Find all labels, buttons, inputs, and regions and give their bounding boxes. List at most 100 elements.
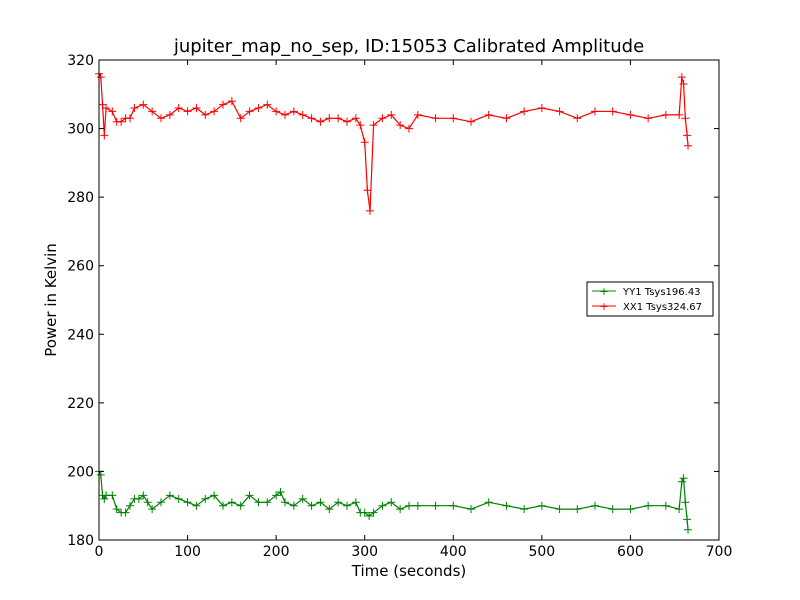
data-point-1 xyxy=(236,114,245,123)
y-tick-label: 240 xyxy=(67,327,94,343)
data-point-1 xyxy=(102,104,111,112)
data-point-1 xyxy=(334,114,343,123)
data-point-1 xyxy=(405,124,413,133)
data-point-0 xyxy=(236,501,245,510)
data-point-1 xyxy=(126,114,134,123)
data-point-1 xyxy=(117,117,126,126)
x-axis-label: Time (seconds) xyxy=(351,562,467,580)
data-point-0 xyxy=(661,501,670,510)
data-point-1 xyxy=(263,100,272,109)
data-point-1 xyxy=(675,110,684,119)
x-tick-label: 100 xyxy=(174,544,201,560)
data-point-0 xyxy=(467,505,475,514)
data-point-1 xyxy=(307,114,316,123)
data-point-1 xyxy=(192,104,201,112)
y-tick-label: 300 xyxy=(67,122,94,138)
data-point-1 xyxy=(661,110,670,119)
data-point-0 xyxy=(245,491,254,500)
y-axis-label: Power in Kelvin xyxy=(42,243,60,357)
series-line-1 xyxy=(98,73,689,212)
data-point-0 xyxy=(96,470,105,479)
data-point-1 xyxy=(210,107,219,116)
data-point-0 xyxy=(405,501,413,510)
data-point-0 xyxy=(378,501,387,510)
data-point-0 xyxy=(334,498,343,507)
y-tick-label: 220 xyxy=(67,396,94,412)
x-tick-label: 0 xyxy=(95,544,104,560)
data-point-0 xyxy=(387,498,396,507)
data-point-1 xyxy=(502,114,511,123)
data-point-1 xyxy=(591,107,599,116)
legend-marker-xx1: + xyxy=(599,300,608,313)
data-point-1 xyxy=(644,114,653,123)
data-point-1 xyxy=(96,73,105,82)
plot-frame xyxy=(98,59,720,541)
data-point-1 xyxy=(360,138,369,147)
data-point-0 xyxy=(413,501,422,510)
data-point-0 xyxy=(201,494,210,503)
data-point-1 xyxy=(316,117,325,126)
data-point-1 xyxy=(108,107,117,116)
data-point-1 xyxy=(413,110,422,119)
data-point-1 xyxy=(98,100,107,109)
data-point-0 xyxy=(677,477,686,486)
legend-label-yy1: YY1 Tsys196.43 xyxy=(622,287,701,298)
data-point-0 xyxy=(449,501,458,510)
data-point-1 xyxy=(325,114,334,123)
data-point-1 xyxy=(520,107,529,116)
data-point-0 xyxy=(555,505,564,514)
data-point-0 xyxy=(174,494,183,503)
data-point-0 xyxy=(537,501,546,510)
data-point-1 xyxy=(139,100,148,109)
data-point-0 xyxy=(351,498,360,507)
data-point-0 xyxy=(148,505,157,514)
data-point-0 xyxy=(165,491,174,500)
data-point-0 xyxy=(254,498,263,507)
data-point-1 xyxy=(366,206,375,215)
data-point-0 xyxy=(316,498,325,507)
data-point-1 xyxy=(683,131,692,140)
data-point-1 xyxy=(537,104,546,112)
data-point-0 xyxy=(683,515,692,524)
data-point-0 xyxy=(126,501,134,510)
legend-box xyxy=(586,281,714,317)
data-point-0 xyxy=(307,501,316,510)
data-point-1 xyxy=(183,107,192,116)
data-point-1 xyxy=(219,100,227,109)
data-point-1 xyxy=(363,186,372,195)
data-point-0 xyxy=(139,491,148,500)
data-point-0 xyxy=(484,498,493,507)
data-point-0 xyxy=(675,505,684,514)
data-point-0 xyxy=(183,498,192,507)
data-point-1 xyxy=(356,121,365,130)
data-point-0 xyxy=(360,508,369,517)
data-point-0 xyxy=(343,501,351,510)
data-point-1 xyxy=(626,110,635,119)
data-point-0 xyxy=(134,494,143,503)
data-point-0 xyxy=(272,491,281,500)
data-point-0 xyxy=(219,501,227,510)
data-point-1 xyxy=(555,107,564,116)
data-point-1 xyxy=(677,73,686,82)
data-point-1 xyxy=(387,110,396,119)
data-point-1 xyxy=(201,110,210,119)
data-point-1 xyxy=(281,110,289,119)
data-point-1 xyxy=(396,121,405,130)
data-point-1 xyxy=(608,107,617,116)
data-point-0 xyxy=(157,498,165,507)
data-point-0 xyxy=(644,501,653,510)
data-point-1 xyxy=(148,107,157,116)
legend-marker-yy1: + xyxy=(599,285,608,298)
data-point-0 xyxy=(502,501,511,510)
data-point-1 xyxy=(351,114,360,123)
data-point-1 xyxy=(573,114,582,123)
data-point-1 xyxy=(378,114,387,123)
data-point-0 xyxy=(298,494,307,503)
data-point-0 xyxy=(121,508,130,517)
data-point-1 xyxy=(369,121,378,130)
data-point-1 xyxy=(289,107,298,116)
data-point-1 xyxy=(431,114,440,123)
data-point-0 xyxy=(591,501,599,510)
plot-area xyxy=(95,69,692,534)
y-tick-label: 200 xyxy=(67,464,94,480)
